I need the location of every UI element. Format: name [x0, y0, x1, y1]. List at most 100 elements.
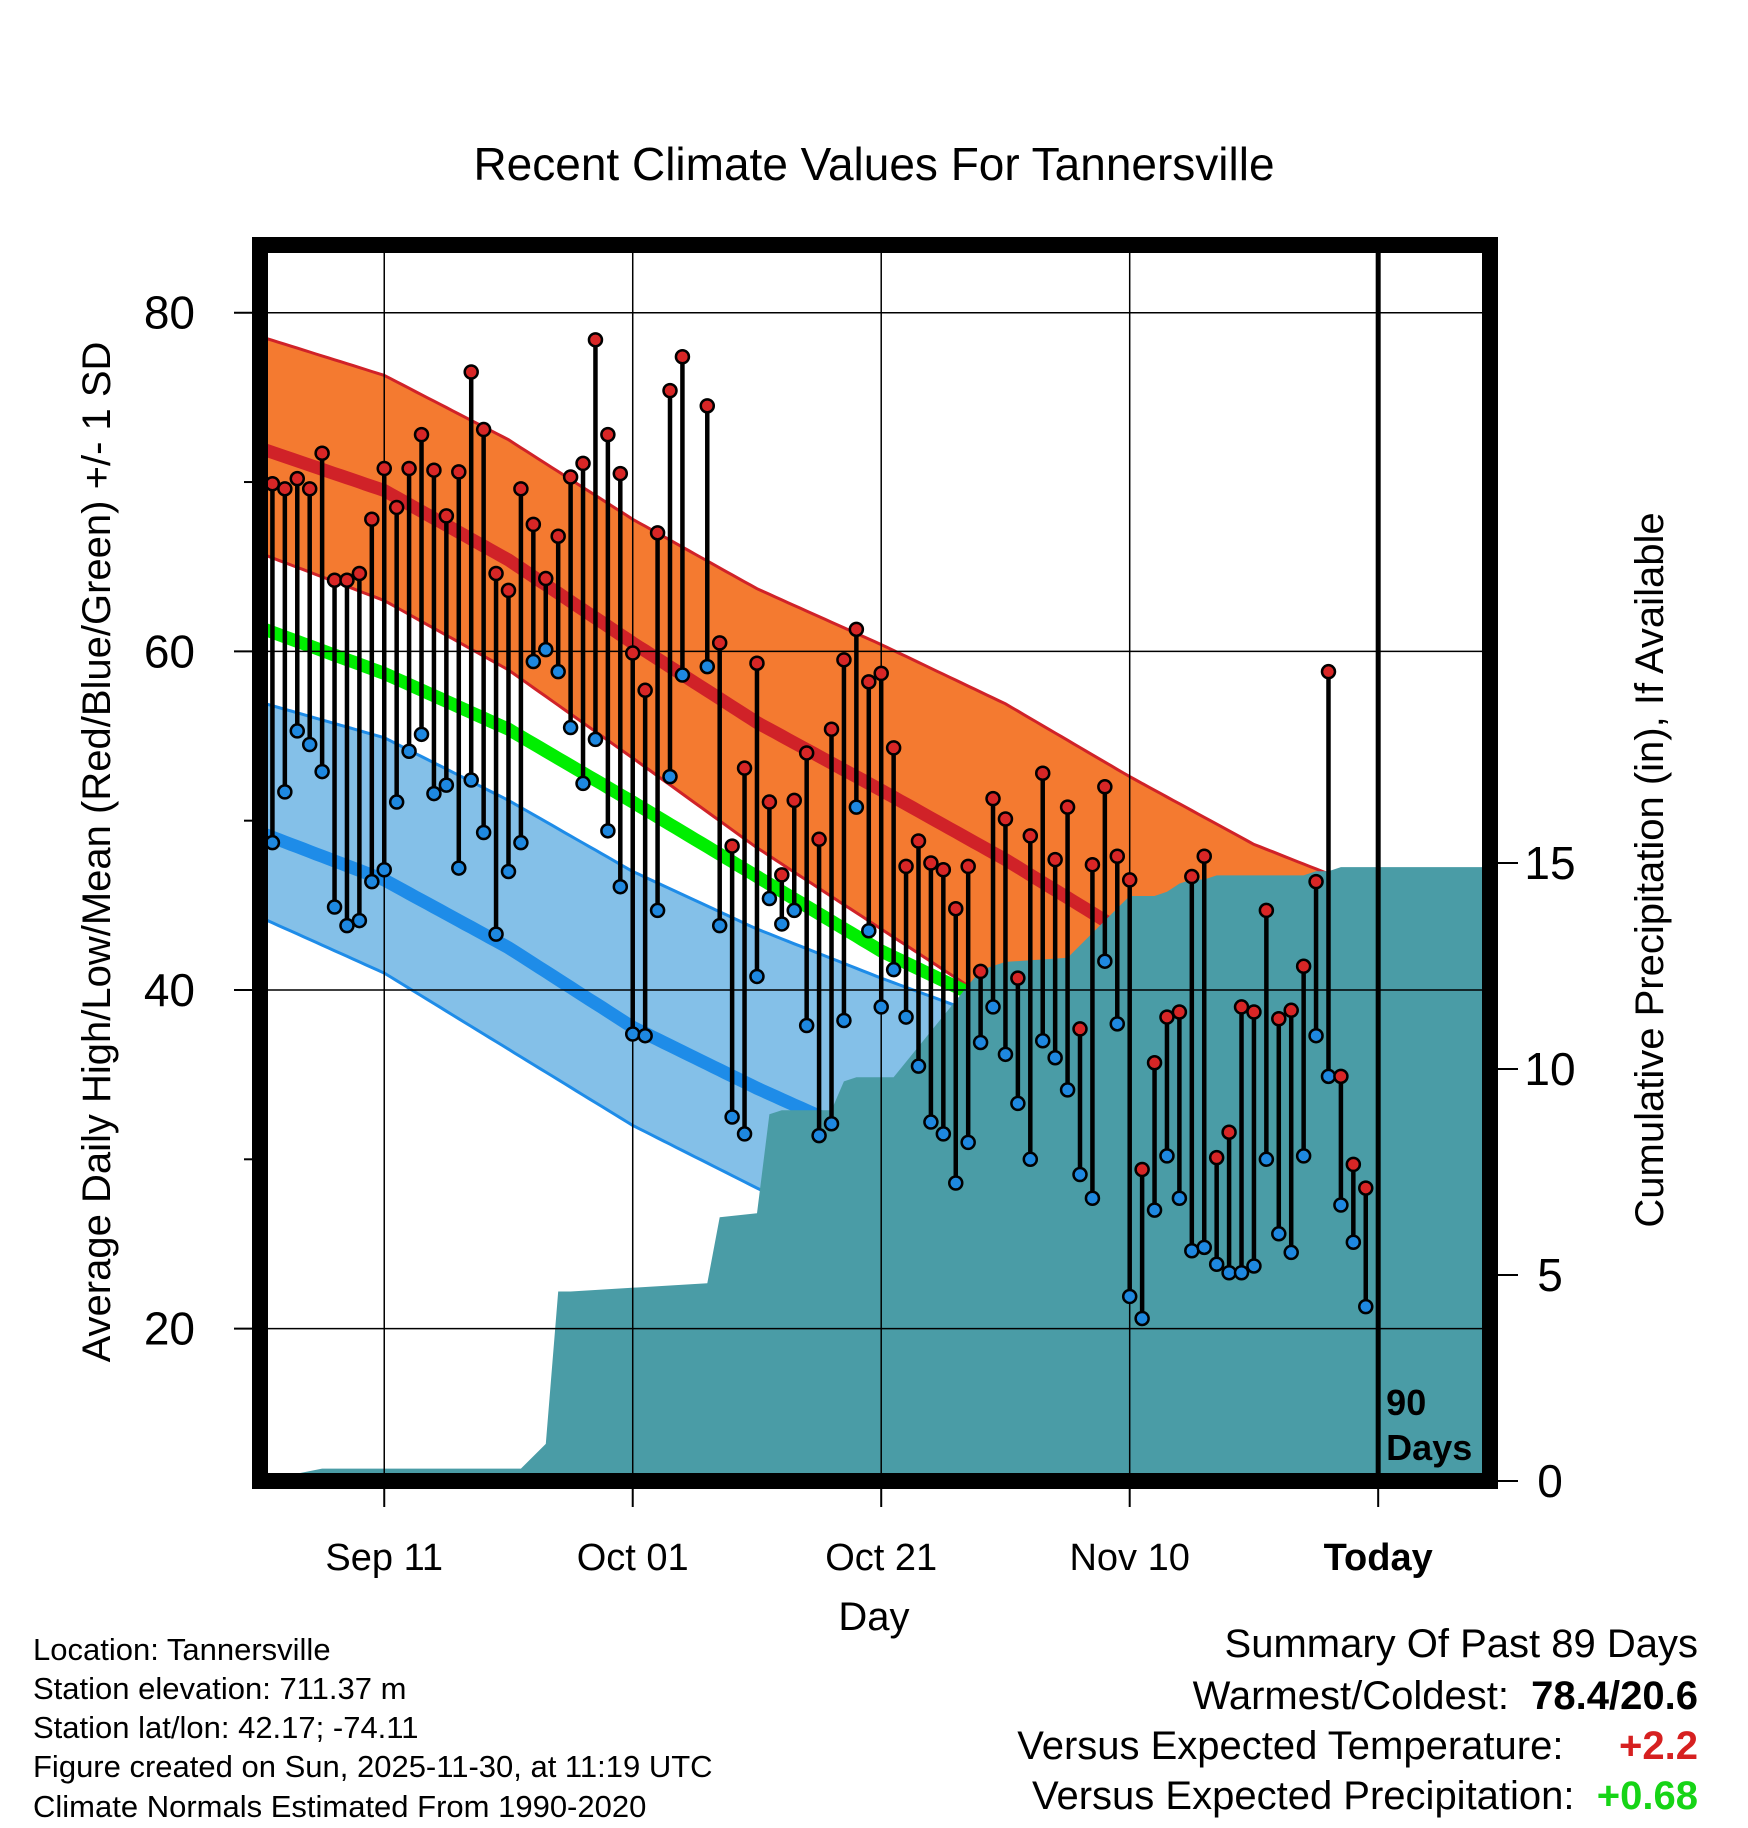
precip-vs-expected-row: Versus Expected Precipitation: +0.68	[1032, 1774, 1698, 1819]
observed-low-point	[1109, 1016, 1126, 1032]
observed-low-point	[1358, 1298, 1374, 1315]
y2-tick-label: 10	[1524, 1043, 1575, 1095]
observed-high-point	[562, 469, 579, 485]
observed-high-point	[960, 858, 976, 875]
observed-high-point	[538, 570, 554, 587]
observed-low-point	[326, 899, 343, 915]
observed-high-point	[861, 674, 877, 690]
observed-high-point	[1295, 958, 1312, 975]
observed-high-point	[1084, 856, 1101, 873]
observed-low-point	[488, 926, 504, 942]
observed-high-point	[1221, 1124, 1237, 1140]
observed-high-point	[550, 528, 566, 544]
observed-low-point	[339, 917, 355, 934]
observed-low-point	[1097, 953, 1113, 969]
observed-high-point	[898, 858, 914, 875]
observed-low-point	[612, 878, 629, 895]
observed-low-point	[438, 777, 455, 793]
observed-high-point	[1258, 902, 1275, 919]
observed-low-point	[1134, 1310, 1150, 1327]
observed-temperatures	[260, 332, 1374, 1327]
observed-high-point	[1121, 872, 1138, 888]
observed-low-point	[1221, 1264, 1237, 1281]
summary-heading-text: Summary Of Past 89 Days	[1224, 1622, 1698, 1666]
observed-high-point	[836, 652, 852, 668]
elevation-text: Station elevation: 711.37 m	[33, 1671, 407, 1706]
observed-low-point	[1283, 1244, 1299, 1261]
observed-low-point	[1308, 1027, 1324, 1044]
observed-high-point	[525, 516, 542, 533]
observed-high-point	[1109, 848, 1126, 864]
observed-low-point	[1034, 1033, 1051, 1049]
observed-high-point	[488, 565, 504, 582]
observed-high-point	[1159, 1009, 1175, 1025]
observed-high-point	[724, 838, 740, 854]
y-tick-label: 40	[144, 964, 195, 1016]
observed-high-point	[923, 855, 939, 871]
observed-low-point	[1208, 1256, 1225, 1273]
x-tick-label: Sep 11	[325, 1537, 443, 1579]
observed-high-point	[674, 348, 691, 365]
observed-low-point	[985, 999, 1001, 1015]
observed-high-point	[475, 421, 492, 438]
summary-heading: Summary Of Past 89 Days	[1225, 1622, 1698, 1667]
observed-high-point	[873, 665, 889, 682]
observed-high-point	[1034, 765, 1051, 782]
observed-high-point	[774, 867, 790, 883]
observed-high-point	[935, 862, 952, 878]
warmest-coldest-label: Warmest/Coldest:	[1192, 1674, 1509, 1718]
x-tick-label: Oct 21	[825, 1537, 937, 1579]
observed-low-point	[948, 1175, 964, 1191]
observed-low-point	[873, 999, 889, 1015]
observed-high-point	[761, 794, 778, 810]
observed-low-point	[413, 726, 430, 743]
observed-low-point	[587, 731, 604, 748]
y2-tick-label: 15	[1524, 837, 1575, 889]
observed-high-point	[1022, 828, 1039, 844]
created-text: Figure created on Sun, 2025-11-30, at 11…	[33, 1749, 713, 1784]
observed-low-point	[1246, 1258, 1262, 1274]
observed-low-point	[885, 961, 902, 978]
today-annotation-days-word: Days	[1386, 1427, 1472, 1468]
observed-high-point	[1271, 1011, 1287, 1027]
observed-low-point	[426, 785, 442, 802]
observed-high-point	[1171, 1004, 1188, 1020]
observed-high-point	[1308, 873, 1324, 890]
high-band-upper-edge	[260, 334, 1490, 948]
observed-high-point	[326, 572, 343, 588]
observed-high-point	[1283, 1002, 1299, 1019]
observed-high-point	[823, 721, 840, 737]
observed-low-point	[376, 862, 392, 878]
observed-low-point	[575, 775, 591, 792]
precip-vs-expected-value: +0.68	[1596, 1774, 1698, 1818]
observed-low-point	[1184, 1242, 1200, 1259]
observed-high-point	[413, 426, 430, 443]
observed-high-point	[1072, 1021, 1088, 1037]
observed-low-point	[538, 641, 554, 658]
observed-low-point	[786, 902, 802, 919]
x-tick-label: Today	[1324, 1537, 1433, 1579]
observed-low-point	[1196, 1239, 1212, 1256]
observed-high-point	[1358, 1180, 1374, 1196]
cumulative-precipitation-area	[260, 867, 1490, 1481]
observed-low-point	[662, 768, 678, 785]
observed-low-point	[1345, 1234, 1362, 1251]
observed-low-point	[798, 1017, 815, 1034]
latlon-text: Station lat/lon: 42.17; -74.11	[33, 1710, 419, 1745]
observed-high-point	[948, 900, 964, 917]
observed-low-point	[1271, 1226, 1287, 1242]
observed-high-point	[910, 833, 927, 849]
observed-low-point	[1059, 1082, 1076, 1098]
observed-high-point	[1345, 1156, 1362, 1173]
observed-low-point	[823, 1115, 840, 1132]
observed-high-point	[364, 511, 380, 528]
observed-low-point	[277, 784, 293, 800]
observed-low-point	[475, 824, 492, 841]
observed-high-point	[438, 508, 455, 524]
observed-high-point	[1047, 851, 1063, 868]
observed-low-point	[724, 1109, 740, 1125]
observed-low-point	[972, 1034, 989, 1051]
location-text: Location: Tannersville	[33, 1632, 331, 1667]
observed-low-point	[711, 917, 728, 934]
observed-low-point	[649, 902, 666, 919]
